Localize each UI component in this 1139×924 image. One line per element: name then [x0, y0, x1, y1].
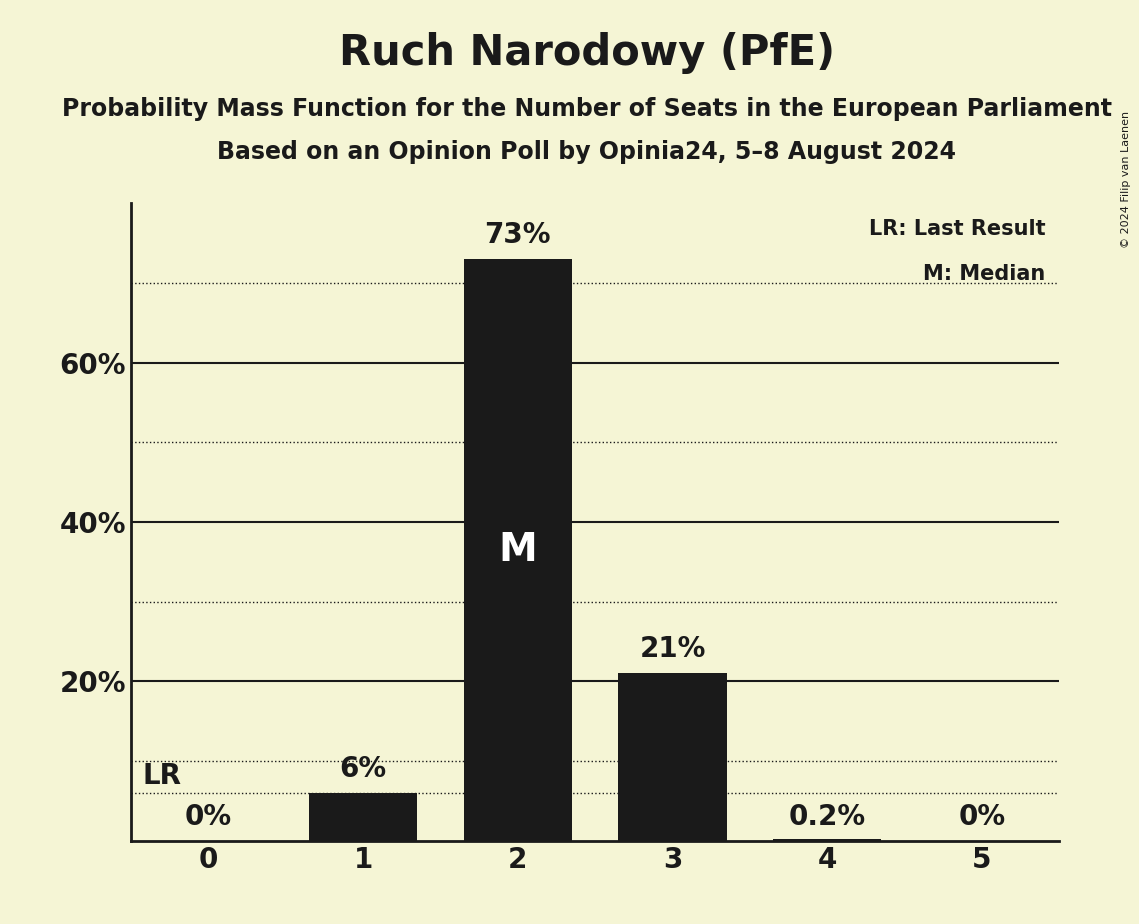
Bar [464, 259, 572, 841]
Text: LR: Last Result: LR: Last Result [869, 219, 1046, 239]
Text: 0%: 0% [185, 803, 232, 832]
Text: © 2024 Filip van Laenen: © 2024 Filip van Laenen [1121, 111, 1131, 248]
Text: 73%: 73% [484, 221, 551, 249]
Bar [618, 674, 727, 841]
Text: M: Median: M: Median [923, 264, 1046, 284]
Text: Based on an Opinion Poll by Opinia24, 5–8 August 2024: Based on an Opinion Poll by Opinia24, 5–… [218, 140, 956, 164]
Text: 21%: 21% [639, 635, 706, 663]
Bar [773, 839, 882, 841]
Bar [309, 793, 417, 841]
Text: M: M [499, 531, 538, 569]
Text: Ruch Narodowy (PfE): Ruch Narodowy (PfE) [338, 32, 835, 74]
Text: 0%: 0% [958, 803, 1006, 832]
Text: 0.2%: 0.2% [788, 803, 866, 832]
Text: 6%: 6% [339, 755, 386, 783]
Text: LR: LR [142, 761, 181, 790]
Text: Probability Mass Function for the Number of Seats in the European Parliament: Probability Mass Function for the Number… [62, 97, 1112, 121]
